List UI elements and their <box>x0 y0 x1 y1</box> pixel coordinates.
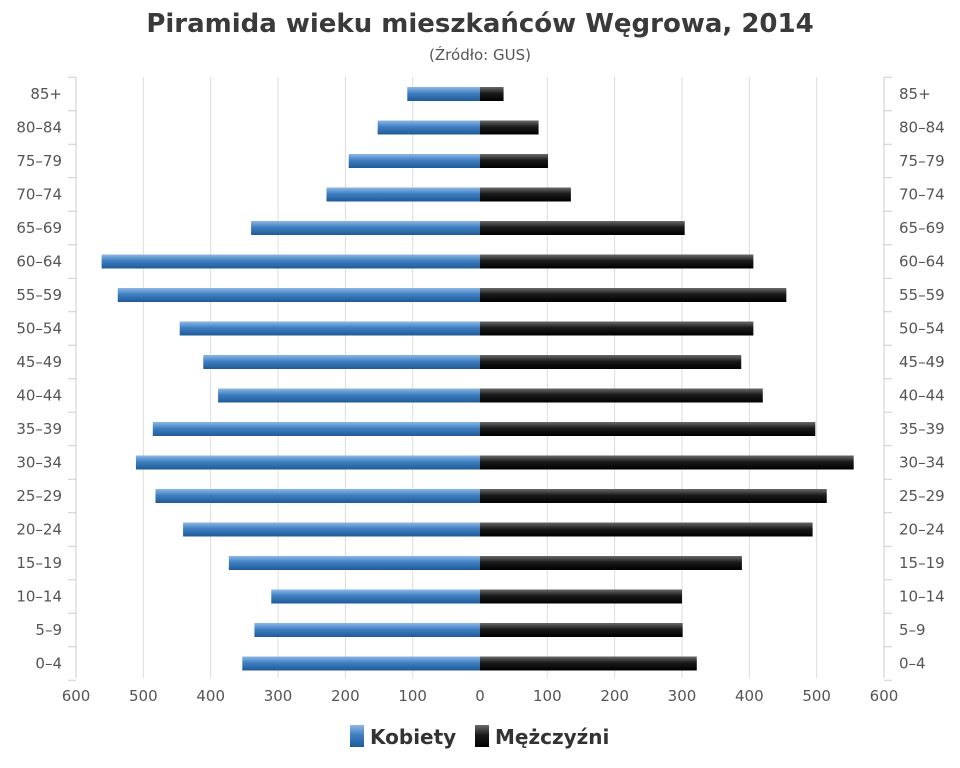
bar-kobiety-5 <box>101 254 480 269</box>
y-tick-label-right: 55–59 <box>899 286 945 304</box>
y-tick-label-left: 20–24 <box>16 521 62 539</box>
x-axis-labels: 600 500 400 300 200 100 0 100 200 300 400 500 600 <box>62 687 899 705</box>
bar-kobiety-15 <box>271 589 480 604</box>
bar-kobiety-2 <box>348 154 480 168</box>
bar-mezczyzni-1 <box>480 120 539 135</box>
y-tick-label-right: 20–24 <box>899 521 945 539</box>
y-axis-labels-right: 85+ 80–84 75–79 70–74 65–69 60–64 55–59 50–54 45… <box>899 85 945 673</box>
y-tick-label-left: 10–14 <box>16 588 62 606</box>
x-tick-label: 500 <box>129 687 158 705</box>
x-tick-label: 200 <box>331 687 360 705</box>
y-tick-label-left: 0–4 <box>35 655 62 673</box>
legend-swatch-mezczyzni <box>475 725 489 747</box>
bar-mezczyzni-16 <box>480 623 683 637</box>
x-tick-label: 300 <box>264 687 293 705</box>
x-tick-label: 600 <box>870 687 899 705</box>
y-tick-label-left: 85+ <box>30 85 62 103</box>
x-tick-label: 300 <box>668 687 697 705</box>
y-tick-label-right: 30–34 <box>899 454 945 472</box>
bar-mezczyzni-6 <box>480 288 787 302</box>
y-tick-label-right: 80–84 <box>899 119 945 137</box>
y-tick-label-left: 65–69 <box>16 219 62 237</box>
y-tick-label-left: 75–79 <box>16 152 62 170</box>
y-tick-label-right: 0–4 <box>899 655 926 673</box>
legend-swatch-kobiety <box>350 725 364 747</box>
y-tick-label-right: 50–54 <box>899 320 945 338</box>
y-tick-label-right: 65–69 <box>899 219 945 237</box>
legend: Kobiety Mężczyźni <box>350 725 609 749</box>
bar-kobiety-1 <box>377 120 480 135</box>
y-tick-label-left: 25–29 <box>16 487 62 505</box>
y-tick-label-left: 40–44 <box>16 387 62 405</box>
y-axis-labels-left: 85+ 80–84 75–79 70–74 65–69 60–64 55–59 50–54 45… <box>16 85 62 673</box>
y-tick-label-left: 70–74 <box>16 186 62 204</box>
bar-kobiety-14 <box>228 556 480 570</box>
bar-mezczyzni-8 <box>480 355 742 369</box>
x-tick-label: 400 <box>735 687 764 705</box>
y-tick-label-left: 15–19 <box>16 554 62 572</box>
x-tick-label: 500 <box>802 687 831 705</box>
bar-kobiety-7 <box>179 321 481 336</box>
bar-mezczyzni-12 <box>480 489 827 503</box>
bar-mezczyzni-5 <box>480 254 754 269</box>
bar-kobiety-12 <box>155 489 480 503</box>
axis-lines <box>68 76 892 681</box>
bar-kobiety-3 <box>326 187 480 202</box>
y-tick-label-left: 55–59 <box>16 286 62 304</box>
bar-mezczyzni-9 <box>480 388 763 403</box>
bar-kobiety-9 <box>218 388 480 403</box>
y-tick-label-right: 40–44 <box>899 387 945 405</box>
y-tick-label-right: 75–79 <box>899 152 945 170</box>
x-tick-label: 600 <box>62 687 91 705</box>
bar-mezczyzni-2 <box>480 154 549 168</box>
bar-mezczyzni-15 <box>480 589 682 604</box>
y-tick-label-right: 45–49 <box>899 353 945 371</box>
y-tick-label-left: 80–84 <box>16 119 62 137</box>
legend-label-mezczyzni: Mężczyźni <box>495 725 609 749</box>
bar-kobiety-11 <box>135 455 480 470</box>
bar-mezczyzni-0 <box>480 87 504 101</box>
bar-mezczyzni-14 <box>480 556 742 570</box>
bar-kobiety-4 <box>251 221 480 235</box>
bar-kobiety-17 <box>242 656 480 671</box>
x-tick-label: 100 <box>398 687 427 705</box>
bar-mezczyzni-3 <box>480 187 571 202</box>
bar-kobiety-13 <box>183 522 480 537</box>
bar-mezczyzni-10 <box>480 422 816 436</box>
y-tick-label-left: 30–34 <box>16 454 62 472</box>
y-tick-label-right: 25–29 <box>899 487 945 505</box>
chart-title: Piramida wieku mieszkańców Węgrowa, 2014 <box>146 9 813 39</box>
bar-kobiety-10 <box>152 422 481 436</box>
y-tick-label-right: 35–39 <box>899 420 945 438</box>
bar-mezczyzni-13 <box>480 522 813 537</box>
y-tick-label-left: 45–49 <box>16 353 62 371</box>
y-tick-label-right: 70–74 <box>899 186 945 204</box>
x-tick-label: 200 <box>600 687 629 705</box>
bar-kobiety-0 <box>407 87 480 101</box>
y-tick-label-left: 35–39 <box>16 420 62 438</box>
x-tick-label: 0 <box>475 687 485 705</box>
bar-kobiety-16 <box>254 623 480 637</box>
legend-label-kobiety: Kobiety <box>370 725 456 749</box>
bar-kobiety-6 <box>117 288 481 302</box>
bar-mezczyzni-4 <box>480 221 685 235</box>
bar-mezczyzni-17 <box>480 656 697 671</box>
chart-subtitle: (Źródło: GUS) <box>429 45 531 64</box>
y-tick-label-right: 10–14 <box>899 588 945 606</box>
bar-mezczyzni-11 <box>480 455 854 470</box>
bar-mezczyzni-7 <box>480 321 754 336</box>
y-tick-label-right: 5–9 <box>899 621 926 639</box>
y-tick-label-right: 85+ <box>899 85 931 103</box>
y-tick-label-right: 60–64 <box>899 253 945 271</box>
bar-kobiety-8 <box>203 355 481 369</box>
y-tick-label-left: 60–64 <box>16 253 62 271</box>
y-tick-label-left: 5–9 <box>35 621 62 639</box>
x-tick-label: 100 <box>533 687 562 705</box>
y-tick-label-left: 50–54 <box>16 320 62 338</box>
x-tick-label: 400 <box>196 687 225 705</box>
y-tick-label-right: 15–19 <box>899 554 945 572</box>
bars <box>101 87 854 671</box>
